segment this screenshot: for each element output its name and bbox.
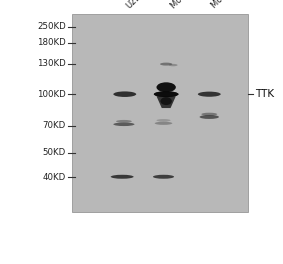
Text: 180KD: 180KD (37, 38, 66, 47)
Ellipse shape (153, 175, 174, 179)
Ellipse shape (113, 122, 134, 126)
Ellipse shape (156, 119, 171, 122)
Text: 70KD: 70KD (43, 121, 66, 130)
Ellipse shape (154, 91, 179, 97)
Ellipse shape (160, 63, 172, 65)
Text: 250KD: 250KD (37, 22, 66, 31)
Text: TTK: TTK (255, 89, 274, 99)
Text: 130KD: 130KD (37, 59, 66, 68)
Ellipse shape (160, 97, 172, 105)
Bar (72, 14, 248, 212)
Text: Mouse testis: Mouse testis (169, 0, 213, 10)
Ellipse shape (200, 115, 219, 119)
Ellipse shape (116, 120, 132, 123)
Text: Mouse spleen: Mouse spleen (209, 0, 257, 10)
Text: 50KD: 50KD (43, 148, 66, 157)
Ellipse shape (156, 82, 176, 92)
Ellipse shape (155, 122, 172, 125)
Ellipse shape (111, 175, 134, 179)
Ellipse shape (113, 91, 136, 97)
Text: 40KD: 40KD (43, 173, 66, 182)
Ellipse shape (201, 113, 217, 116)
Polygon shape (156, 96, 176, 108)
Text: 100KD: 100KD (37, 90, 66, 99)
Ellipse shape (198, 92, 221, 97)
Ellipse shape (154, 91, 179, 97)
Text: U251: U251 (125, 0, 147, 10)
Ellipse shape (169, 64, 178, 66)
